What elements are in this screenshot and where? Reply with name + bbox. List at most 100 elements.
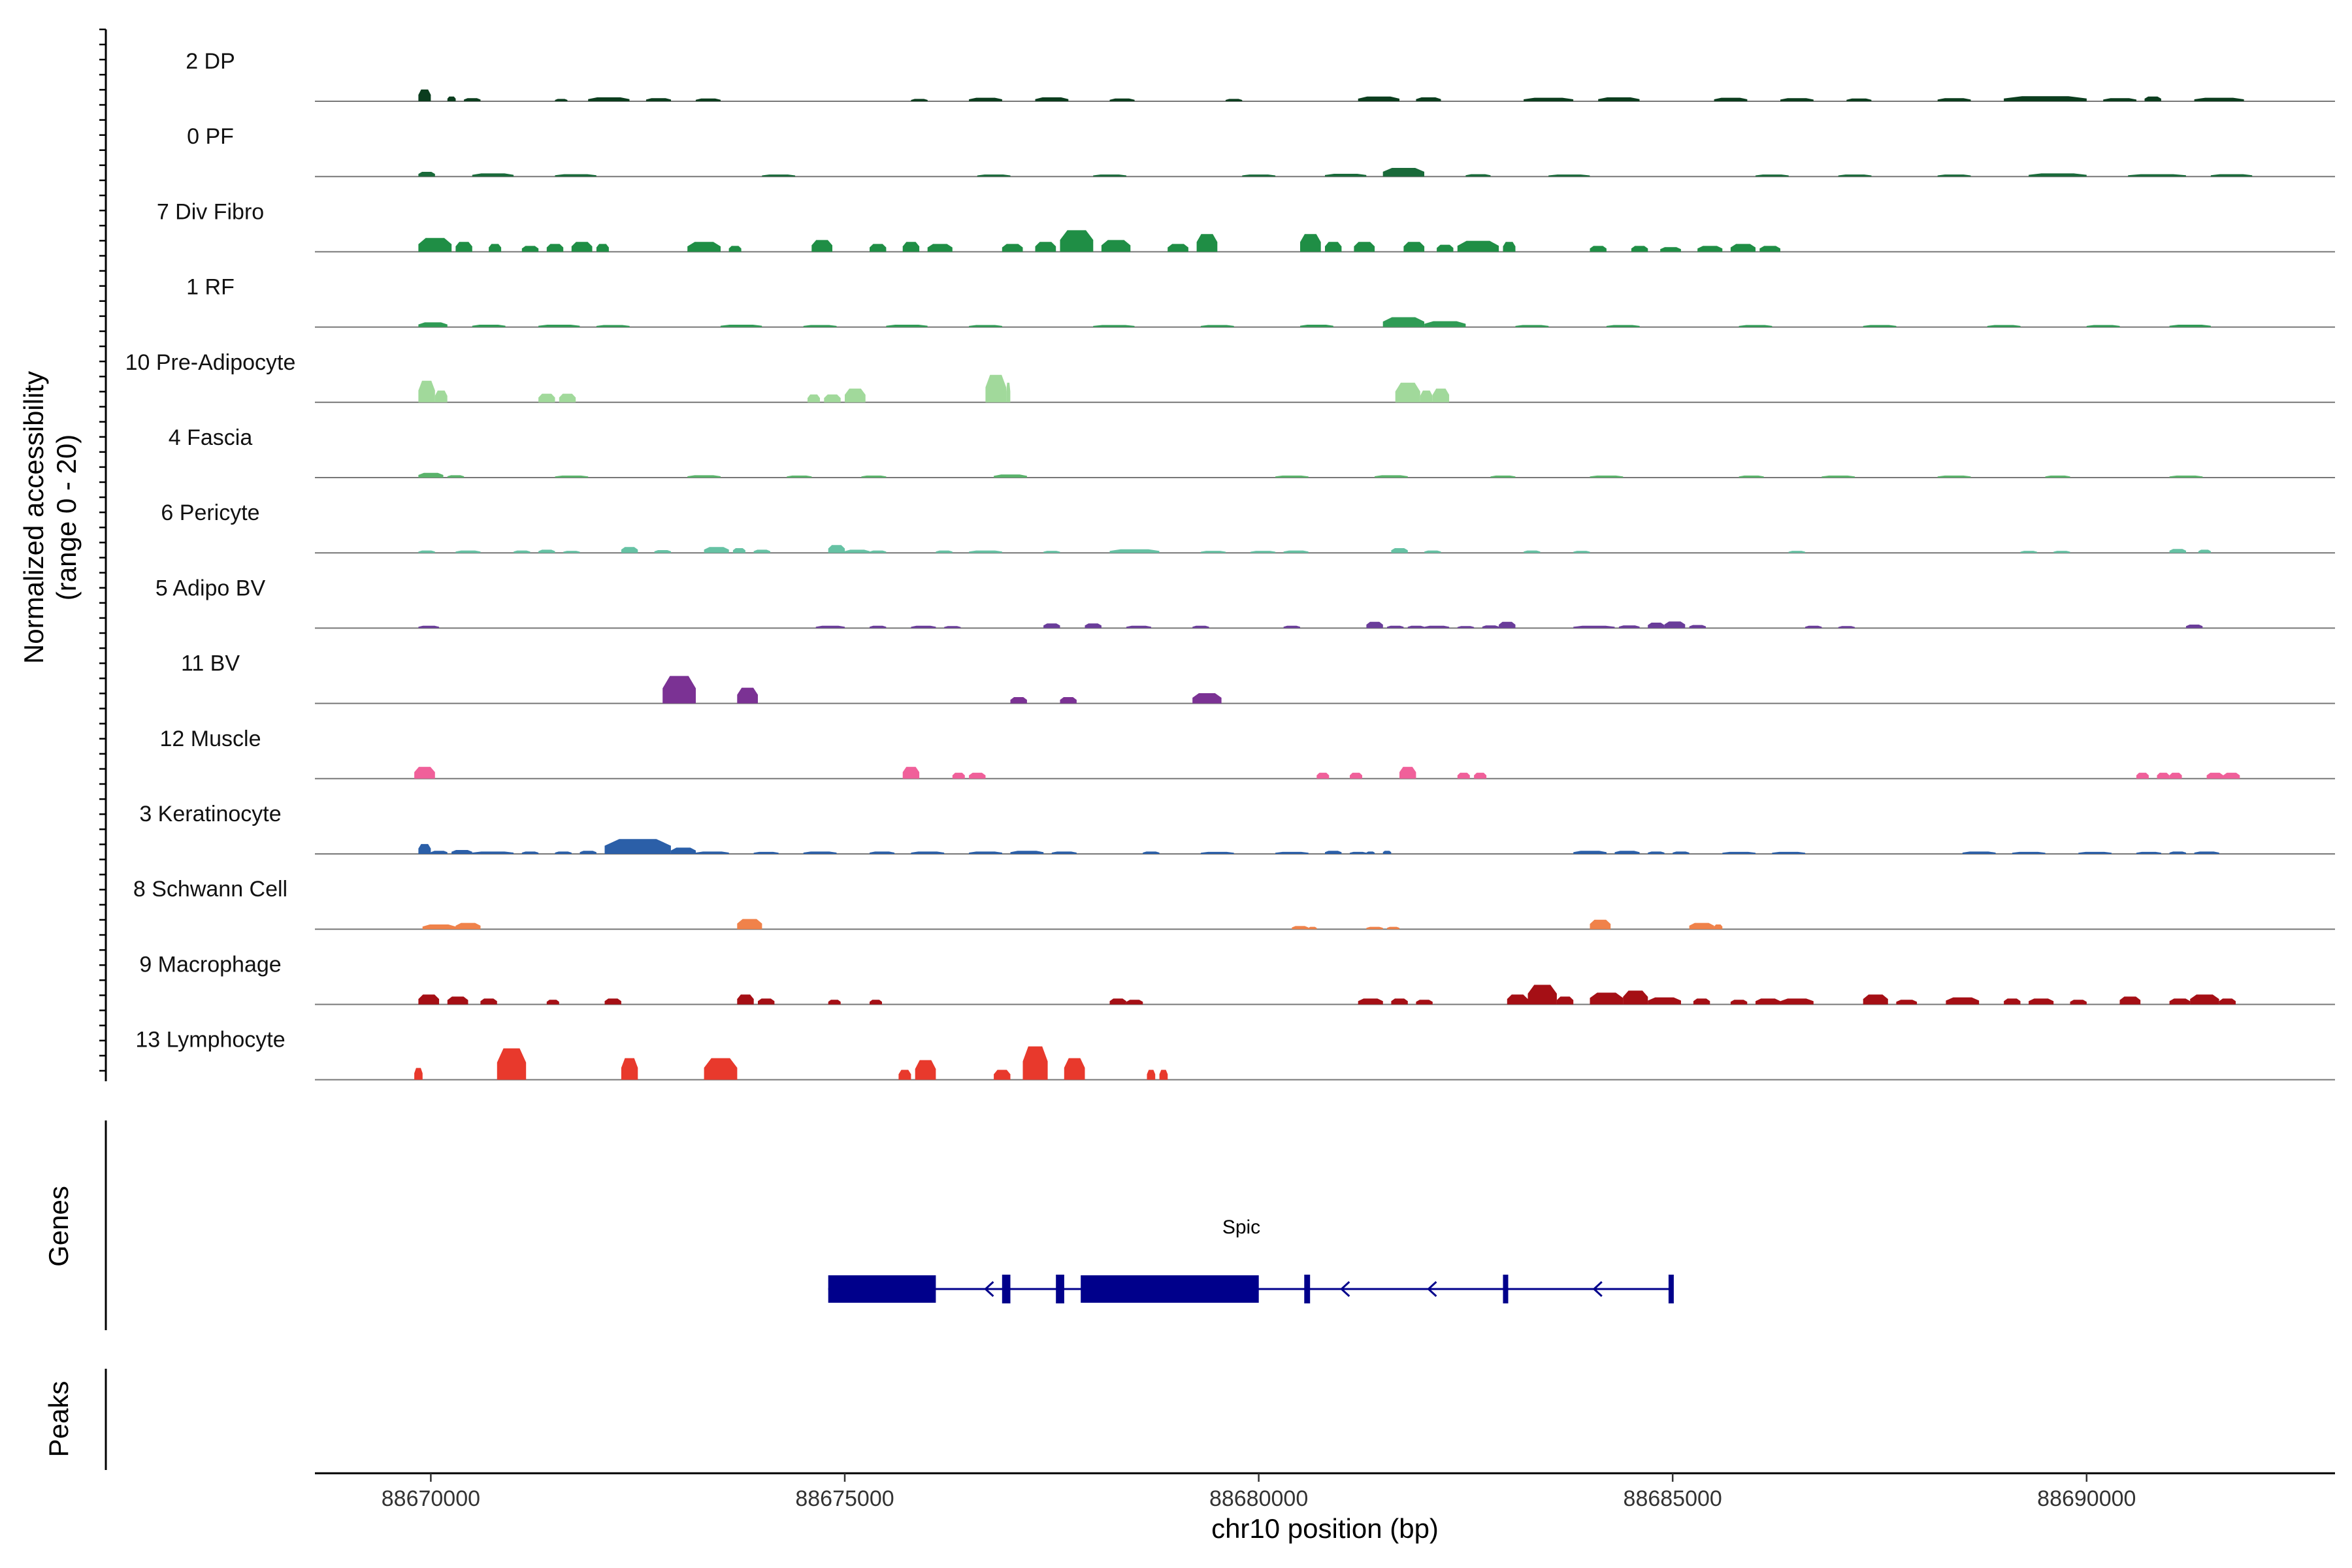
coverage-peak [2169, 475, 2203, 478]
coverage-peak [2004, 998, 2021, 1005]
coverage-peak [1283, 550, 1309, 553]
coverage-peak [555, 174, 596, 177]
coverage-peak [2103, 98, 2136, 101]
coverage-peak [1697, 246, 1723, 252]
track-13-lymphocyte: 13 Lymphocyte [135, 1028, 2335, 1081]
coverage-peak [1937, 98, 1971, 101]
coverage-peak [1805, 625, 1822, 629]
coverage-peak [418, 994, 440, 1005]
track-label: 10 Pre-Adipocyte [125, 350, 296, 375]
coverage-peak [447, 996, 468, 1005]
track-1-rf: 1 RF [186, 275, 2335, 328]
coverage-peak [803, 325, 837, 327]
coverage-peak [1660, 247, 1681, 252]
x-tick-label: 88680000 [1209, 1486, 1308, 1511]
track-3-keratinocyte: 3 Keratinocyte [139, 802, 2335, 855]
coverage-peak [521, 246, 539, 252]
coverage-peak [758, 998, 775, 1005]
coverage-peak [514, 550, 531, 553]
coverage-peak [1689, 923, 1714, 930]
coverage-peak [1168, 244, 1188, 252]
coverage-peak [563, 551, 580, 553]
coverage-peak [670, 847, 696, 854]
x-tick-label: 88690000 [2037, 1486, 2136, 1511]
coverage-peak [1060, 696, 1077, 704]
coverage-peak [1403, 242, 1425, 252]
coverage-peak [555, 851, 572, 854]
coverage-peak [1382, 168, 1424, 177]
strand-arrow [984, 1281, 994, 1298]
coverage-peak [728, 246, 742, 252]
coverage-peak [1863, 325, 1897, 327]
coverage-peak [944, 626, 961, 629]
coverage-peak [1664, 621, 1686, 629]
coverage-peak [418, 550, 435, 553]
strand-arrow [1592, 1281, 1603, 1298]
coverage-peak [1350, 851, 1367, 854]
coverage-peak [645, 98, 671, 101]
coverage-peak [480, 998, 497, 1005]
coverage-peak [621, 1058, 638, 1080]
coverage-peak [1366, 851, 1375, 854]
coverage-peak [1391, 548, 1408, 553]
coverage-peak [762, 174, 796, 177]
coverage-peak [1395, 382, 1420, 402]
coverage-peak [787, 475, 812, 478]
coverage-peak [2119, 996, 2141, 1005]
coverage-peak [1482, 625, 1499, 629]
coverage-peak [1937, 174, 1971, 177]
coverage-peak [1432, 388, 1450, 402]
coverage-peak [985, 374, 1007, 402]
coverage-peak [927, 244, 953, 252]
coverage-peak [538, 393, 555, 402]
coverage-peak [1109, 998, 1126, 1005]
coverage-peak [489, 244, 502, 252]
coverage-peak [753, 549, 770, 553]
coverage-peak [555, 99, 568, 101]
coverage-peak [1143, 851, 1160, 854]
coverage-peak [902, 242, 920, 252]
track-11-bv: 11 BV [181, 651, 2335, 704]
coverage-peak [1590, 919, 1611, 930]
coverage-peak [994, 1070, 1011, 1080]
coverage-peak [2169, 549, 2187, 553]
coverage-peak [418, 472, 444, 478]
coverage-peak [1524, 97, 1574, 101]
coverage-peak [811, 240, 832, 252]
coverage-peak [720, 325, 762, 327]
coverage-peak [1358, 96, 1399, 101]
coverage-peak [1200, 551, 1226, 553]
coverage-peak [472, 851, 514, 854]
coverage-peak [1573, 551, 1590, 553]
coverage-peak [870, 625, 887, 629]
coverage-peak [1196, 234, 1218, 252]
coverage-peak [1780, 998, 1814, 1005]
coverage-peak [559, 393, 576, 402]
coverage-peak [1739, 475, 1764, 478]
coverage-peak [1391, 998, 1408, 1005]
coverage-peak [803, 851, 837, 854]
gene-exon [1056, 1275, 1064, 1303]
coverage-peak [555, 475, 589, 478]
coverage-peak [1250, 551, 1276, 553]
coverage-peak [969, 772, 986, 779]
coverage-peak [1043, 551, 1060, 553]
coverage-peak [1101, 240, 1131, 252]
coverage-peak [1109, 98, 1135, 101]
coverage-peak [824, 394, 841, 402]
coverage-peak [936, 550, 953, 553]
coverage-peak [1788, 551, 1806, 553]
coverage-peak [654, 550, 671, 553]
coverage-peak [1300, 234, 1321, 252]
coverage-peak [447, 475, 465, 478]
coverage-peak [1308, 926, 1317, 930]
coverage-peak [870, 550, 887, 553]
coverage-peak [1407, 625, 1425, 629]
coverage-peak [1424, 625, 1450, 629]
coverage-peak [870, 851, 895, 854]
coverage-peak [845, 549, 870, 553]
coverage-peak [1109, 549, 1160, 553]
coverage-peak [1022, 1046, 1048, 1080]
coverage-peak [1896, 1000, 1918, 1005]
coverage-peak [2223, 772, 2240, 779]
